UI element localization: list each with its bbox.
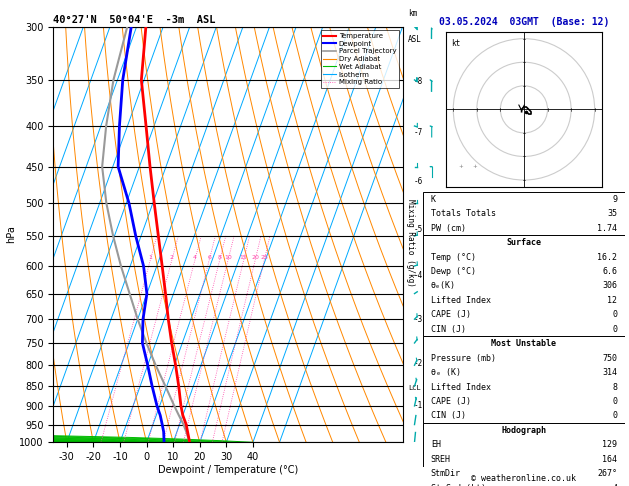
Text: -2: -2 [413,359,423,367]
Text: 03.05.2024  03GMT  (Base: 12): 03.05.2024 03GMT (Base: 12) [439,17,609,27]
Text: +: + [458,164,463,169]
Text: 12: 12 [607,296,617,305]
Text: 164: 164 [602,455,617,464]
Text: 1.74: 1.74 [597,224,617,233]
Text: 750: 750 [602,354,617,363]
Text: -4: -4 [413,271,423,279]
Text: 1: 1 [148,255,152,260]
Text: +: + [472,164,477,169]
Text: 40°27'N  50°04'E  -3m  ASL: 40°27'N 50°04'E -3m ASL [53,15,216,25]
Text: θₑ(K): θₑ(K) [431,281,456,291]
Text: StmSpd (kt): StmSpd (kt) [431,484,486,486]
Text: 9: 9 [612,195,617,204]
Text: 6.6: 6.6 [602,267,617,276]
Text: Lifted Index: Lifted Index [431,296,491,305]
Text: -5: -5 [413,225,423,234]
Text: © weatheronline.co.uk: © weatheronline.co.uk [472,474,576,483]
Text: 8: 8 [612,382,617,392]
Text: PW (cm): PW (cm) [431,224,466,233]
Text: θₑ (K): θₑ (K) [431,368,461,377]
Text: K: K [431,195,436,204]
Text: LCL: LCL [408,385,421,391]
Text: 20: 20 [251,255,259,260]
Text: km: km [408,9,417,18]
Text: Temp (°C): Temp (°C) [431,253,476,261]
X-axis label: Dewpoint / Temperature (°C): Dewpoint / Temperature (°C) [158,465,298,475]
Text: Mixing Ratio (g/kg): Mixing Ratio (g/kg) [406,199,415,287]
Text: -1: -1 [413,401,423,410]
Bar [423,235,625,336]
Text: CIN (J): CIN (J) [431,412,466,420]
Text: EH: EH [431,440,441,450]
Text: 0: 0 [612,325,617,334]
Bar [423,423,625,486]
Text: CAPE (J): CAPE (J) [431,311,470,319]
Text: -8: -8 [413,77,423,87]
Y-axis label: hPa: hPa [6,226,16,243]
Text: Dewp (°C): Dewp (°C) [431,267,476,276]
Bar [423,192,625,235]
Text: 0: 0 [612,412,617,420]
Text: Hodograph: Hodograph [501,426,547,435]
Text: ASL: ASL [408,35,422,44]
Text: 0: 0 [612,311,617,319]
Text: Totals Totals: Totals Totals [431,209,496,218]
Text: 267°: 267° [597,469,617,478]
Text: 2: 2 [170,255,174,260]
Text: 35: 35 [607,209,617,218]
Text: 4: 4 [612,484,617,486]
Text: Pressure (mb): Pressure (mb) [431,354,496,363]
Text: 306: 306 [602,281,617,291]
Text: SREH: SREH [431,455,451,464]
Text: 15: 15 [240,255,248,260]
Text: kt: kt [451,39,460,48]
Text: Surface: Surface [506,238,542,247]
Text: 10: 10 [224,255,232,260]
Text: 16.2: 16.2 [597,253,617,261]
Text: 25: 25 [260,255,268,260]
Text: 4: 4 [193,255,197,260]
Text: CIN (J): CIN (J) [431,325,466,334]
Text: StmDir: StmDir [431,469,461,478]
Text: 129: 129 [602,440,617,450]
Bar [423,336,625,423]
Text: -7: -7 [413,128,423,138]
Text: Lifted Index: Lifted Index [431,382,491,392]
Text: -6: -6 [413,177,423,186]
Text: CAPE (J): CAPE (J) [431,397,470,406]
Legend: Temperature, Dewpoint, Parcel Trajectory, Dry Adiabat, Wet Adiabat, Isotherm, Mi: Temperature, Dewpoint, Parcel Trajectory… [321,30,399,88]
Text: 6: 6 [207,255,211,260]
Text: 314: 314 [602,368,617,377]
Text: -3: -3 [413,314,423,324]
Text: Most Unstable: Most Unstable [491,339,557,348]
Text: 8: 8 [218,255,221,260]
Text: 0: 0 [612,397,617,406]
